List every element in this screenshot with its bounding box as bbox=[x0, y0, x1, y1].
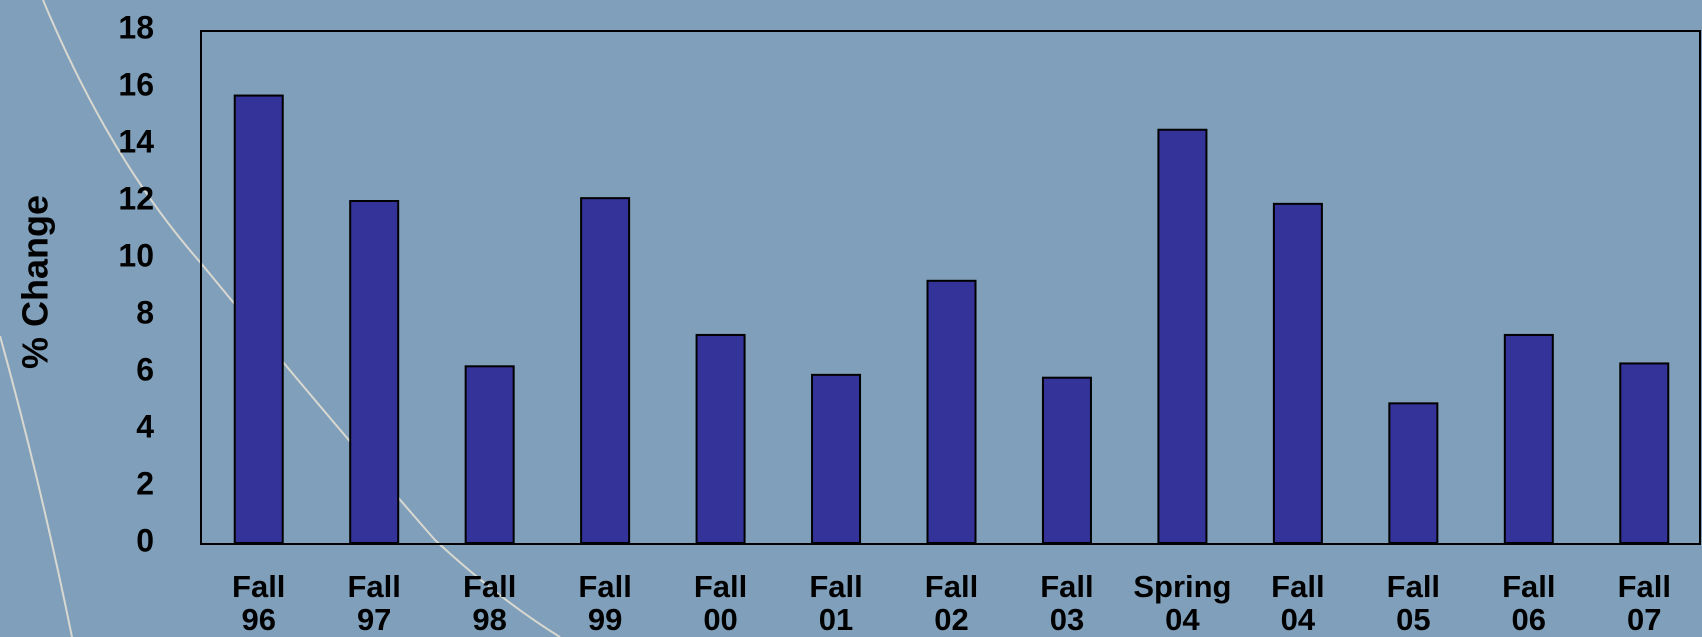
y-tick-label: 2 bbox=[136, 465, 154, 501]
bar bbox=[1157, 128, 1208, 544]
y-tick-label: 4 bbox=[136, 408, 154, 444]
x-tick-label: Spring 04 bbox=[1133, 569, 1232, 637]
x-tick-label: Fall 01 bbox=[809, 569, 863, 637]
bar bbox=[349, 200, 400, 544]
y-tick-label: 6 bbox=[136, 351, 154, 387]
decor-curve bbox=[42, 0, 561, 637]
y-tick-label: 18 bbox=[118, 9, 154, 45]
bar bbox=[811, 373, 862, 544]
bar bbox=[1388, 402, 1439, 544]
y-tick-label: 12 bbox=[118, 180, 154, 216]
x-tick-label: Fall 04 bbox=[1271, 569, 1325, 637]
x-tick-label: Fall 00 bbox=[693, 569, 748, 637]
bar bbox=[1619, 362, 1670, 545]
bar bbox=[1272, 202, 1323, 544]
y-tick-label: 16 bbox=[118, 66, 154, 102]
y-axis-label: % Change bbox=[15, 195, 56, 369]
x-tick-label: Fall 99 bbox=[578, 569, 632, 637]
x-tick-label: Fall 02 bbox=[924, 569, 979, 637]
bar bbox=[695, 333, 746, 545]
y-tick-label: 14 bbox=[118, 123, 154, 159]
bar bbox=[1503, 333, 1554, 545]
x-tick-label: Fall 96 bbox=[232, 569, 286, 637]
x-tick-label: Fall 07 bbox=[1617, 569, 1671, 637]
y-tick-label: 8 bbox=[136, 294, 154, 330]
bar bbox=[580, 197, 631, 544]
decor-curve bbox=[0, 335, 73, 637]
bar bbox=[233, 94, 284, 545]
x-tick-label: Fall 97 bbox=[347, 569, 401, 637]
y-tick-label: 10 bbox=[118, 237, 154, 273]
x-tick-label: Fall 03 bbox=[1040, 569, 1094, 637]
y-tick-label: 0 bbox=[136, 522, 154, 558]
bar bbox=[464, 365, 515, 544]
bar bbox=[926, 279, 977, 544]
x-tick-label: Fall 06 bbox=[1502, 569, 1556, 637]
bar bbox=[1041, 376, 1092, 545]
x-tick-label: Fall 98 bbox=[462, 569, 517, 637]
x-tick-label: Fall 05 bbox=[1386, 569, 1441, 637]
